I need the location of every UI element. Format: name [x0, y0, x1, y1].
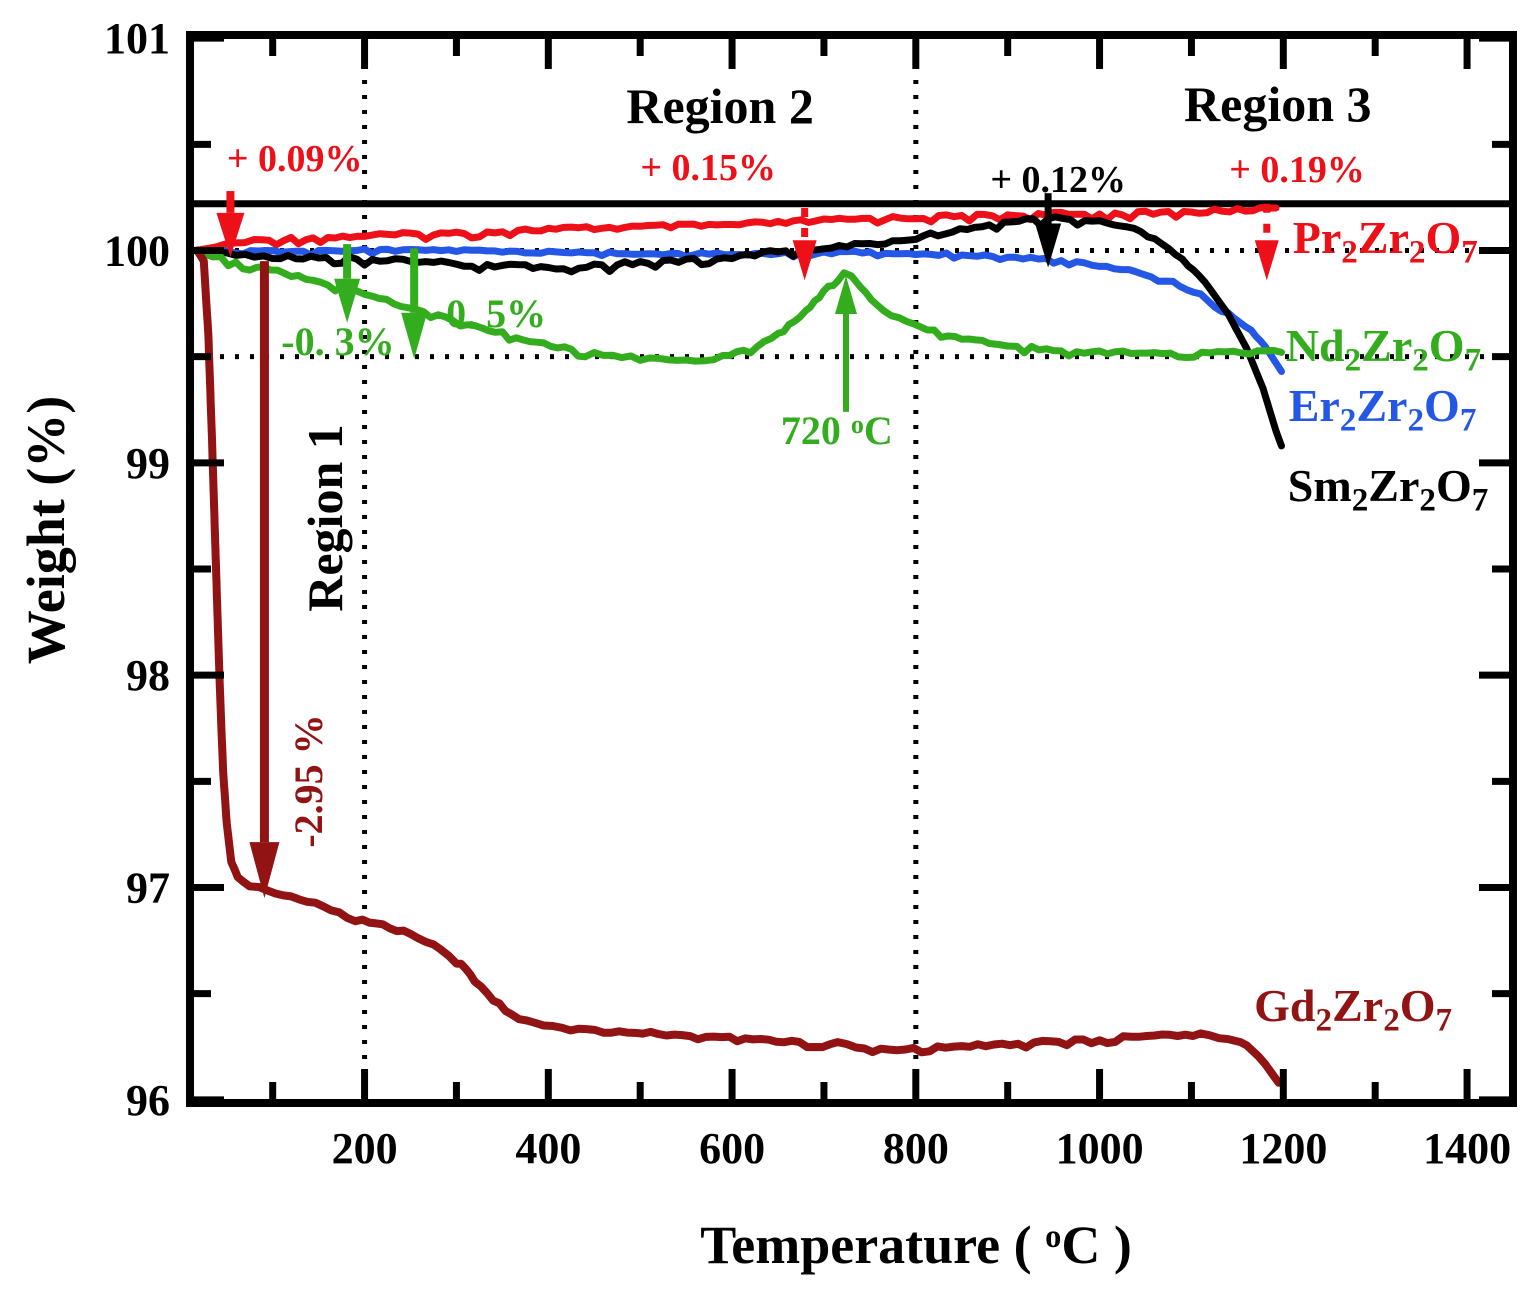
series-label-gd2zr2o7: Gd2Zr2O7	[1254, 980, 1452, 1037]
series-label-gd2zr2o7-text: Zr	[1332, 980, 1384, 1032]
series-label-gd2zr2o7-text: 2	[1383, 1001, 1400, 1039]
arrow-gain-009-head	[216, 212, 245, 257]
y-tick-label-100: 100	[104, 227, 170, 276]
y-tick-label-98: 98	[126, 651, 170, 700]
annotation-region-3: Region 3	[1184, 79, 1372, 129]
annotation-loss-0-5: -0. 5%	[433, 294, 546, 334]
annotation-region-3-text: Region 3	[1184, 76, 1372, 132]
series-label-er2zr2o7: Er2Zr2O7	[1288, 379, 1477, 436]
series-curve-Pr2Zr2O7	[191, 204, 1280, 254]
plot-frame	[186, 31, 1517, 1107]
series-label-pr2zr2o7-text: 2	[1408, 233, 1426, 271]
annotation-peak-720c-text: C	[863, 407, 893, 453]
series-label-nd2zr2o7-text: 2	[1412, 341, 1429, 379]
arrow-gain-015-head	[792, 240, 817, 281]
series-label-nd2zr2o7-text: 7	[1464, 341, 1482, 379]
x-tick-label-400: 400	[515, 1124, 581, 1173]
annotation-region-2: Region 2	[626, 81, 814, 131]
annotation-loss-0-3: -0. 3%	[281, 318, 395, 364]
y-tick-label-99: 99	[126, 439, 170, 488]
x-axis-title: Temperature ( oC )	[700, 1218, 1132, 1272]
annotation-peak-720c-text: 720	[780, 407, 851, 453]
x-tick-label-1000: 1000	[1056, 1124, 1144, 1173]
annotation-peak-720c-text: o	[850, 410, 864, 440]
series-label-gd2zr2o7-text: O	[1399, 980, 1436, 1032]
series-label-sm2zr2o7-text: 2	[1419, 481, 1436, 519]
arrow-gain-012-head	[1035, 223, 1062, 268]
annotation-gain-0-19: + 0.19%	[1229, 151, 1365, 189]
series-label-sm2zr2o7-text: Sm	[1287, 460, 1352, 512]
series-label-gd2zr2o7-text: Gd	[1254, 980, 1316, 1032]
arrow-peak-720-head	[834, 275, 857, 314]
series-label-er2zr2o7-text: 2	[1407, 400, 1425, 438]
x-tick-label-1400: 1400	[1423, 1124, 1511, 1173]
annotation-gain-0-15-text: + 0.15%	[640, 146, 776, 189]
arrow-loss-295-head	[249, 842, 280, 899]
annotation-peak-720c: 720 oC	[780, 407, 893, 453]
x-tick-label-600: 600	[699, 1124, 765, 1173]
annotation-gain-0-09: + 0.09%	[227, 140, 363, 178]
annotation-gain-0-12: + 0.12%	[990, 161, 1126, 199]
series-label-pr2zr2o7-text: Zr	[1357, 211, 1409, 263]
series-label-sm2zr2o7: Sm2Zr2O7	[1287, 460, 1488, 517]
annotation-gain-0-12-text: + 0.12%	[990, 159, 1127, 202]
series-label-sm2zr2o7-text: 7	[1471, 481, 1489, 519]
annotation-loss-2-95-text: -2.95 %	[286, 714, 332, 848]
series-label-pr2zr2o7-text: O	[1425, 211, 1462, 263]
series-label-pr2zr2o7-text: 2	[1341, 233, 1358, 271]
annotation-gain-0-09-text: + 0.09%	[226, 138, 363, 181]
series-label-nd2zr2o7: Nd2Zr2O7	[1285, 320, 1481, 377]
x-tick-label-800: 800	[883, 1124, 949, 1173]
series-label-sm2zr2o7-text: O	[1435, 460, 1472, 512]
y-tick-label-101: 101	[104, 14, 170, 63]
arrow-loss-03-head	[334, 278, 361, 323]
series-label-gd2zr2o7-text: 2	[1315, 1001, 1333, 1039]
arrow-loss-05-head	[401, 312, 428, 359]
series-label-nd2zr2o7-text: O	[1428, 320, 1465, 372]
series-label-pr2zr2o7-text: Pr	[1292, 211, 1342, 263]
x-axis-title-unit: C )	[1061, 1215, 1132, 1275]
annotation-loss-2-95: -2.95 %	[286, 714, 332, 848]
series-label-er2zr2o7-text: Er	[1288, 379, 1340, 431]
series-label-er2zr2o7-text: 2	[1339, 400, 1357, 438]
annotation-loss-0-3-text: -0. 3%	[281, 318, 395, 364]
y-tick-label-96: 96	[126, 1076, 170, 1125]
degree-superscript: o	[1045, 1218, 1062, 1255]
series-label-er2zr2o7-text: Zr	[1356, 379, 1408, 431]
arrow-gain-019-head	[1254, 240, 1279, 281]
y-tick-label-97: 97	[126, 863, 170, 912]
annotation-loss-0-5-text: -0. 5%	[432, 291, 547, 337]
annotation-gain-0-19-text: + 0.19%	[1229, 148, 1365, 191]
x-tick-label-200: 200	[332, 1124, 398, 1173]
series-label-pr2zr2o7-text: 7	[1461, 233, 1478, 271]
series-label-er2zr2o7-text: 7	[1459, 400, 1477, 438]
series-label-sm2zr2o7-text: Zr	[1368, 460, 1420, 512]
annotation-region-2-text: Region 2	[626, 78, 814, 135]
series-label-nd2zr2o7-text: Nd	[1285, 320, 1345, 372]
x-axis-title-text: Temperature (	[700, 1215, 1046, 1275]
series-label-er2zr2o7-text: O	[1424, 379, 1460, 431]
series-label-pr2zr2o7: Pr2Zr2O7	[1292, 211, 1478, 268]
series-curve-Gd2Zr2O7	[193, 246, 1283, 1087]
annotation-region-1-text: Region 1	[297, 424, 354, 612]
x-tick-label-1200: 1200	[1239, 1124, 1327, 1173]
series-label-sm2zr2o7-text: 2	[1351, 481, 1369, 519]
annotation-region-1: Region 1	[297, 424, 354, 612]
series-curve-Nd2Zr2O7	[191, 247, 1285, 365]
series-label-nd2zr2o7-text: 2	[1344, 341, 1362, 379]
series-label-gd2zr2o7-text: 7	[1435, 1001, 1453, 1039]
series-label-nd2zr2o7-text: Zr	[1361, 320, 1413, 372]
annotation-gain-0-15: + 0.15%	[640, 149, 776, 187]
